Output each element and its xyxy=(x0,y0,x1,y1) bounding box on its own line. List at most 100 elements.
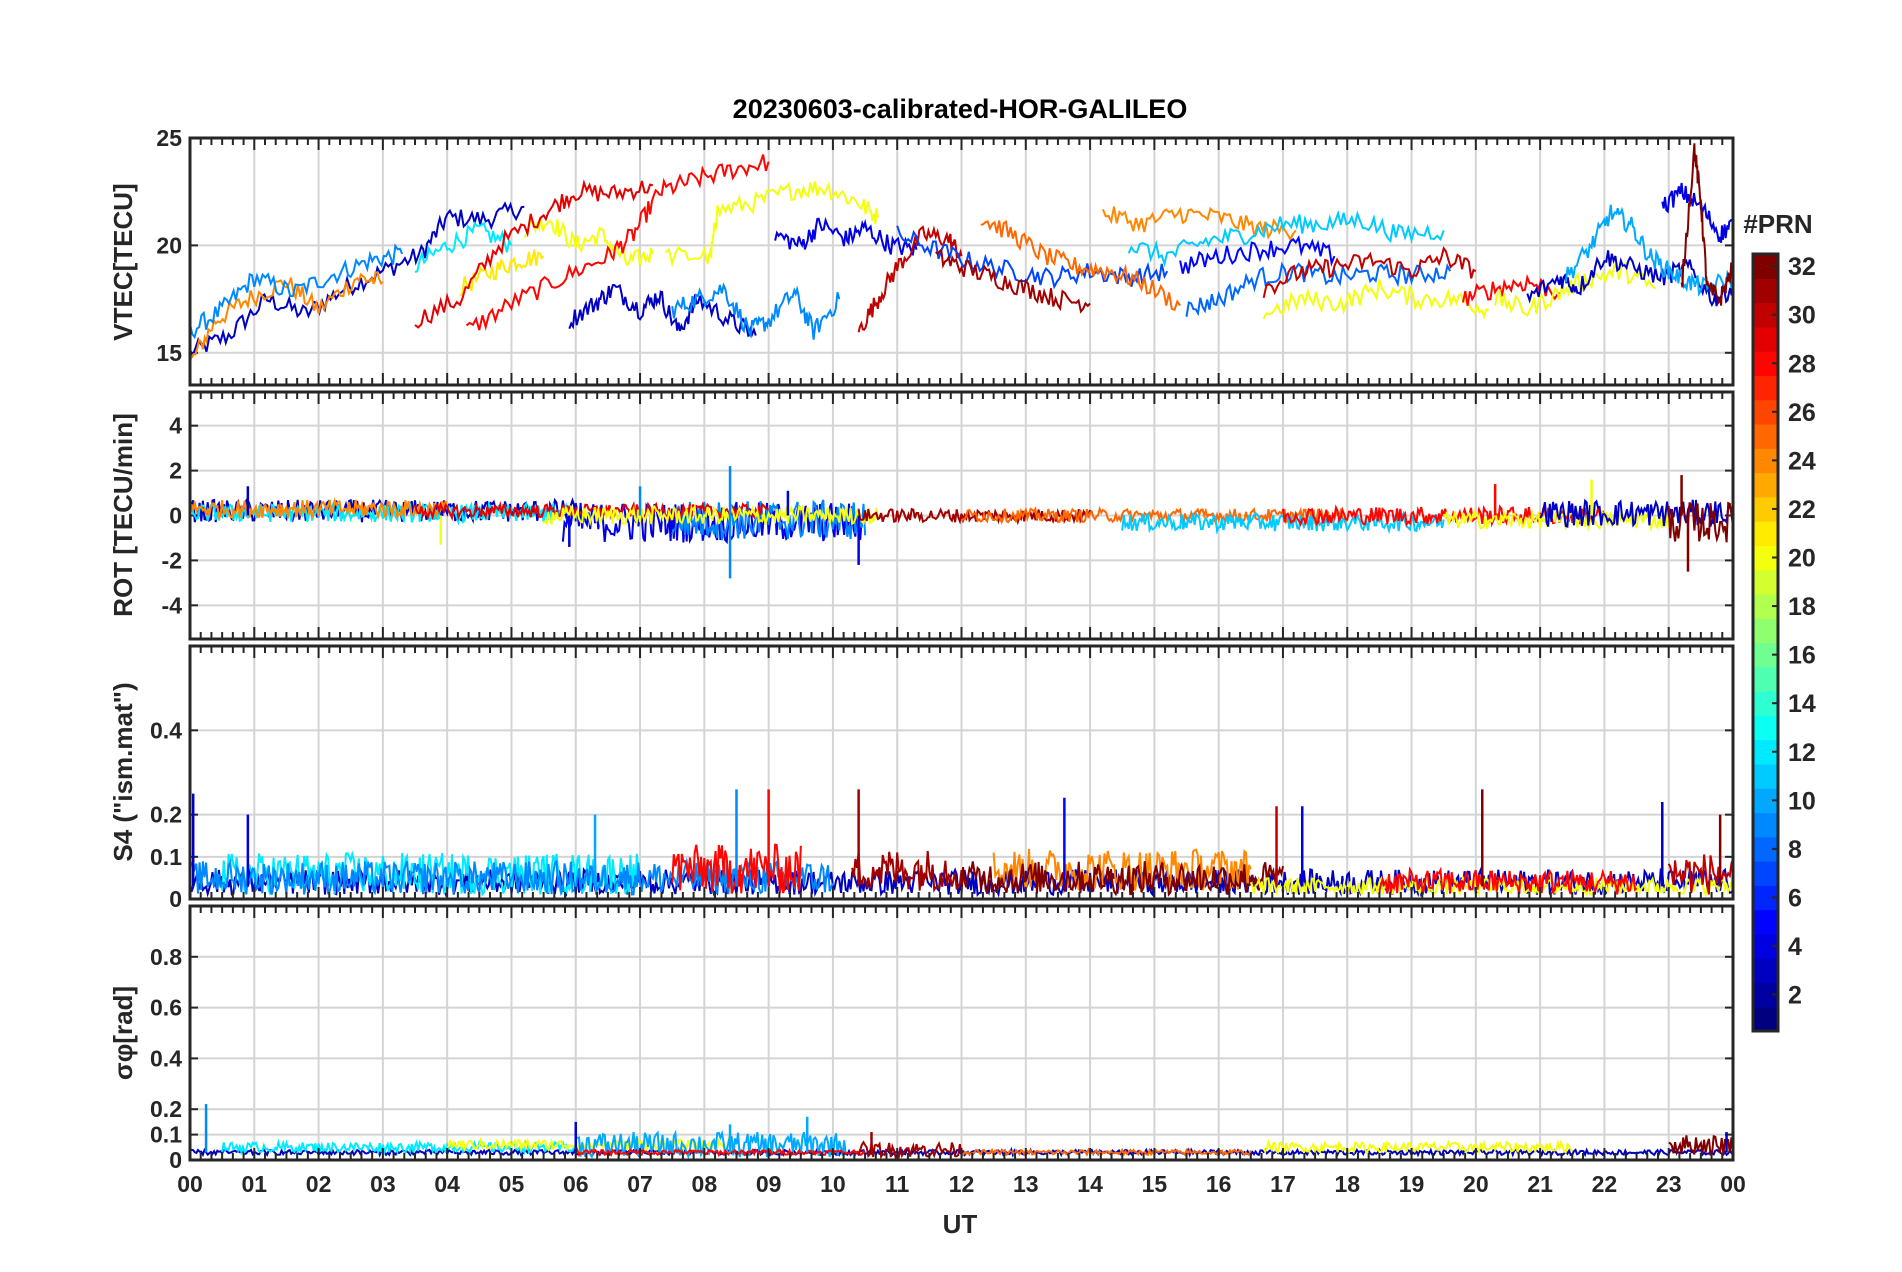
x-tick-label: 17 xyxy=(1270,1171,1296,1197)
colorbar-tick-label: 20 xyxy=(1788,545,1816,573)
colorbar-label: #PRN xyxy=(1743,209,1812,239)
colorbar-cell xyxy=(1753,278,1778,304)
x-tick-label: 20 xyxy=(1463,1171,1489,1197)
series-group xyxy=(190,466,1733,579)
colorbar-cell xyxy=(1753,861,1778,886)
panel-4: 00.10.2 0.4 0.6 0.8 σφ[rad] xyxy=(108,904,1735,1173)
panel-2: -4 -2 0 2 4 ROT [TECU/min] xyxy=(108,390,1735,641)
y-tick-label: 0.4 xyxy=(150,717,182,743)
colorbar-tick-label: 12 xyxy=(1788,739,1816,767)
band-prn-31-5 xyxy=(857,1140,963,1160)
colorbar-cell xyxy=(1753,521,1778,546)
colorbar-cell xyxy=(1753,326,1778,352)
series-prn-24-1 xyxy=(190,271,384,362)
y-axis-label: σφ[rad] xyxy=(108,986,138,1080)
y-tick-label: 0 xyxy=(169,886,182,912)
y-tick-label: 2 xyxy=(169,458,182,484)
series-prn-10-25 xyxy=(1564,204,1733,297)
series-prn-25-15 xyxy=(980,220,1181,311)
panel-frame xyxy=(188,644,1735,901)
colorbar-cell xyxy=(1753,472,1778,498)
colorbar-tick-label: 26 xyxy=(1788,399,1816,427)
x-tick-label: 22 xyxy=(1592,1171,1618,1197)
series-prn-29-6 xyxy=(414,179,654,329)
x-axis: 00 01 02 03 04 05 06 07 08 09 10 11 12 13 14 15 16 17 18 19… xyxy=(177,1171,1746,1197)
band-prn-32-13 xyxy=(1667,501,1733,543)
series-prn-5-19 xyxy=(1179,234,1336,274)
x-tick-label: 08 xyxy=(692,1171,718,1197)
colorbar-tick-label: 28 xyxy=(1788,350,1816,378)
x-tick-label: 18 xyxy=(1334,1171,1360,1197)
band-prn-9-2 xyxy=(190,857,834,897)
series-prn-9-2 xyxy=(190,243,404,340)
colorbar-cell xyxy=(1753,909,1778,935)
series-group xyxy=(190,143,1733,362)
colorbar-tick-label: 16 xyxy=(1788,642,1816,670)
colorbar-tick-label: 2 xyxy=(1788,982,1802,1010)
x-tick-label: 15 xyxy=(1142,1171,1168,1197)
series-prn-4-26 xyxy=(1661,182,1733,243)
series-prn-20-8 xyxy=(665,180,879,268)
panel-1: 15 20 25 VTEC[TECU] xyxy=(108,125,1735,387)
x-tick-label: 05 xyxy=(499,1171,525,1197)
x-axis-label: UT xyxy=(943,1209,978,1239)
band-prn-20-11 xyxy=(1442,508,1670,533)
band-prn-20-6 xyxy=(542,503,879,527)
colorbar-cell xyxy=(1753,618,1778,644)
colorbar-frame xyxy=(1751,252,1780,1033)
x-tick-label: 12 xyxy=(949,1171,975,1197)
series-prn-8-18 xyxy=(1185,261,1451,317)
series-prn-28-7 xyxy=(465,154,770,331)
colorbar-cell xyxy=(1753,375,1778,401)
series-prn-31-14 xyxy=(935,247,1091,314)
x-tick-label: 00 xyxy=(1720,1171,1746,1197)
y-tick-label: 0.1 xyxy=(150,844,182,870)
band-prn-28-8 xyxy=(1378,866,1638,895)
series-prn-21-4 xyxy=(459,249,545,297)
colorbar-cell xyxy=(1753,423,1778,449)
colorbar-cell xyxy=(1753,812,1778,838)
y-tick-label: 25 xyxy=(156,125,182,151)
panel-frame xyxy=(188,390,1735,641)
x-tick-label: 00 xyxy=(177,1171,203,1197)
series-prn-7-13 xyxy=(896,225,1169,290)
colorbar-tick-label: 18 xyxy=(1788,593,1816,621)
x-tick-label: 21 xyxy=(1527,1171,1553,1197)
y-tick-label: 0 xyxy=(169,1147,182,1173)
colorbar-cell xyxy=(1753,958,1778,984)
x-tick-label: 01 xyxy=(241,1171,267,1197)
colorbar-tick-label: 30 xyxy=(1788,302,1816,330)
series-prn-20-20 xyxy=(1262,279,1489,320)
x-tick-label: 03 xyxy=(370,1171,396,1197)
band-prn-25-6 xyxy=(960,1147,1252,1158)
band-prn-20-2 xyxy=(446,1135,737,1154)
band-prn-12-1 xyxy=(221,1138,577,1156)
colorbar-tick-label: 8 xyxy=(1788,836,1802,864)
series-prn-3-9 xyxy=(568,283,757,338)
band-prn-31-4 xyxy=(851,850,963,893)
colorbar-tick-label: 22 xyxy=(1788,496,1816,524)
series-prn-4-11 xyxy=(774,216,918,256)
y-axis-label: ROT [TECU/min] xyxy=(108,413,138,617)
panel-frame xyxy=(188,904,1735,1162)
band-prn-20-7 xyxy=(1249,875,1733,899)
colorbar-tick-label: 6 xyxy=(1788,884,1802,912)
x-tick-label: 14 xyxy=(1077,1171,1103,1197)
y-tick-label: 4 xyxy=(169,413,182,439)
x-tick-label: 06 xyxy=(563,1171,589,1197)
series-prn-30-12 xyxy=(857,225,963,333)
y-tick-label: 0 xyxy=(169,503,182,529)
panel-3: 0 0.1 0.2 0.4 S4 ("ism.mat") xyxy=(108,644,1735,912)
series-prn-12-3 xyxy=(414,221,513,273)
x-tick-label: 11 xyxy=(885,1171,910,1197)
series-prn-32-27 xyxy=(1680,143,1733,306)
series-prn-30-21 xyxy=(1262,245,1477,299)
colorbar-tick-label: 14 xyxy=(1788,690,1816,718)
x-tick-label: 16 xyxy=(1206,1171,1232,1197)
x-tick-label: 07 xyxy=(627,1171,653,1197)
band-prn-24-2 xyxy=(190,497,449,520)
colorbar-cell xyxy=(1753,715,1778,741)
